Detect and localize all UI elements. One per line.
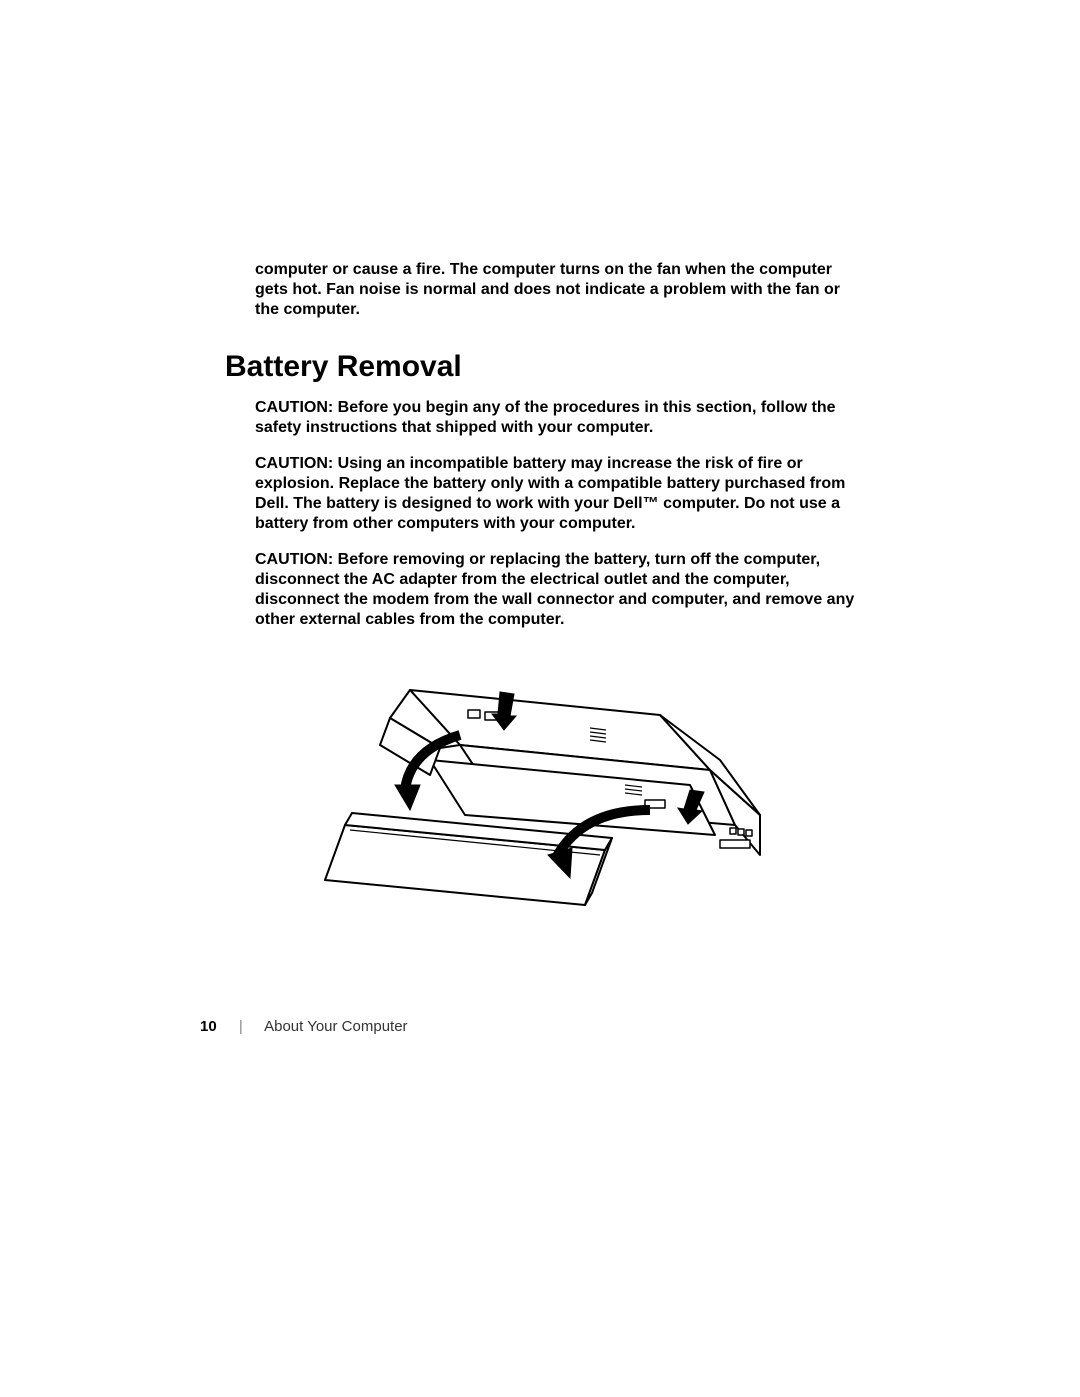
page-footer: 10 | About Your Computer bbox=[200, 1018, 408, 1035]
caution-text: Before removing or replacing the battery… bbox=[255, 551, 854, 628]
caution-block-3: CAUTION: Before removing or replacing th… bbox=[225, 550, 855, 630]
caution-label: CAUTION: bbox=[255, 399, 338, 416]
battery-removal-diagram bbox=[225, 650, 855, 930]
caution-block-2: CAUTION: Using an incompatible battery m… bbox=[225, 454, 855, 534]
caution-label: CAUTION: bbox=[255, 551, 338, 568]
caution-label: CAUTION: bbox=[255, 455, 338, 472]
intro-paragraph: computer or cause a fire. The computer t… bbox=[225, 260, 855, 320]
footer-separator: | bbox=[239, 1018, 243, 1035]
section-heading: Battery Removal bbox=[225, 350, 855, 384]
footer-section-title: About Your Computer bbox=[264, 1018, 407, 1035]
caution-text: Using an incompatible battery may increa… bbox=[255, 455, 845, 532]
manual-page: computer or cause a fire. The computer t… bbox=[225, 260, 855, 930]
caution-text: Before you begin any of the procedures i… bbox=[255, 399, 836, 436]
page-number: 10 bbox=[200, 1018, 217, 1035]
caution-block-1: CAUTION: Before you begin any of the pro… bbox=[225, 398, 855, 438]
diagram-svg bbox=[290, 650, 790, 930]
